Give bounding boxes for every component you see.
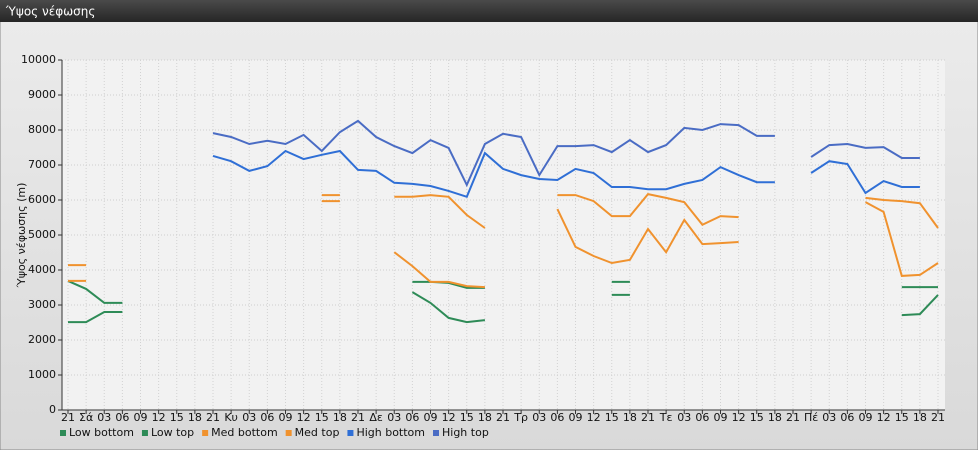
x-tick-label: 06 (840, 411, 854, 424)
series-line (68, 200, 939, 289)
legend-swatch (433, 430, 439, 436)
series-line (68, 192, 939, 267)
series-line (212, 119, 920, 188)
series-line (212, 149, 920, 199)
x-tick-label: 12 (297, 411, 311, 424)
x-tick-label: 21 (496, 411, 510, 424)
x-tick-label: 03 (387, 411, 401, 424)
x-tick-label: Δε (369, 411, 383, 424)
x-tick-label: 06 (695, 411, 709, 424)
legend-label: Med bottom (211, 426, 278, 439)
x-tick-label: 03 (242, 411, 256, 424)
y-tick-label: 10000 (21, 53, 56, 66)
x-tick-label: 03 (677, 411, 691, 424)
x-tick-label: 18 (623, 411, 637, 424)
x-tick-label: Τε (659, 411, 673, 424)
x-tick-label: 21 (351, 411, 365, 424)
x-tick-label: 12 (152, 411, 166, 424)
legend-swatch (285, 430, 292, 436)
y-tick-label: 7000 (28, 158, 56, 171)
y-tick-label: 8000 (28, 123, 56, 136)
x-tick-label: 18 (188, 411, 202, 424)
x-tick-label: 06 (550, 411, 564, 424)
y-tick-label: 0 (49, 403, 56, 416)
x-tick-label: 15 (460, 411, 474, 424)
legend-swatch (141, 430, 148, 436)
x-tick-label: 12 (587, 411, 601, 424)
x-tick-label: 15 (315, 411, 329, 424)
legend-swatch (202, 430, 209, 436)
x-tick-label: 09 (134, 411, 148, 424)
y-tick-label: 2000 (28, 333, 56, 346)
legend-label: High top (442, 426, 489, 439)
y-axis-label: Ύψος νέφωσης (m) (15, 183, 28, 289)
y-tick-label: 6000 (28, 193, 56, 206)
x-tick-label: 12 (732, 411, 746, 424)
x-tick-label: 06 (405, 411, 419, 424)
x-tick-label: 15 (750, 411, 764, 424)
y-tick-label: 9000 (28, 88, 56, 101)
x-tick-label: 03 (822, 411, 836, 424)
legend-swatch (60, 430, 66, 436)
y-tick-label: 3000 (28, 298, 56, 311)
legend-label: Low top (151, 426, 194, 439)
legend-label: Low bottom (69, 426, 134, 439)
legend-label: Med top (295, 426, 340, 439)
x-tick-label: 21 (931, 411, 945, 424)
x-tick-label: Σά (79, 411, 93, 424)
x-tick-label: 18 (478, 411, 492, 424)
x-tick-label: 09 (859, 411, 873, 424)
x-tick-label: 21 (641, 411, 655, 424)
x-tick-label: 06 (260, 411, 274, 424)
x-tick-label: 09 (424, 411, 438, 424)
y-tick-label: 4000 (28, 263, 56, 276)
x-tick-label: 18 (913, 411, 927, 424)
x-tick-label: 18 (768, 411, 782, 424)
x-tick-label: 09 (279, 411, 293, 424)
y-tick-label: 5000 (28, 228, 56, 241)
x-tick-label: 12 (877, 411, 891, 424)
x-tick-label: 15 (170, 411, 184, 424)
x-tick-label: 15 (895, 411, 909, 424)
x-tick-label: 15 (605, 411, 619, 424)
x-tick-label: Τρ (513, 411, 528, 424)
series-line (68, 291, 939, 324)
window-title: Ύψος νέφωσης (5, 5, 95, 19)
x-tick-label: 21 (206, 411, 220, 424)
x-tick-label: 06 (115, 411, 129, 424)
x-tick-label: 12 (442, 411, 456, 424)
x-tick-label: Πέ (804, 411, 818, 424)
x-tick-label: 21 (61, 411, 75, 424)
x-tick-label: 09 (569, 411, 583, 424)
x-tick-label: Κυ (224, 411, 238, 424)
x-tick-label: 03 (532, 411, 546, 424)
title-bar (0, 0, 978, 22)
x-tick-label: 18 (333, 411, 347, 424)
legend-swatch (347, 430, 354, 436)
legend-label: High bottom (356, 426, 425, 439)
x-tick-label: 09 (714, 411, 728, 424)
x-tick-label: 03 (97, 411, 111, 424)
y-tick-label: 1000 (28, 368, 56, 381)
x-tick-label: 21 (786, 411, 800, 424)
